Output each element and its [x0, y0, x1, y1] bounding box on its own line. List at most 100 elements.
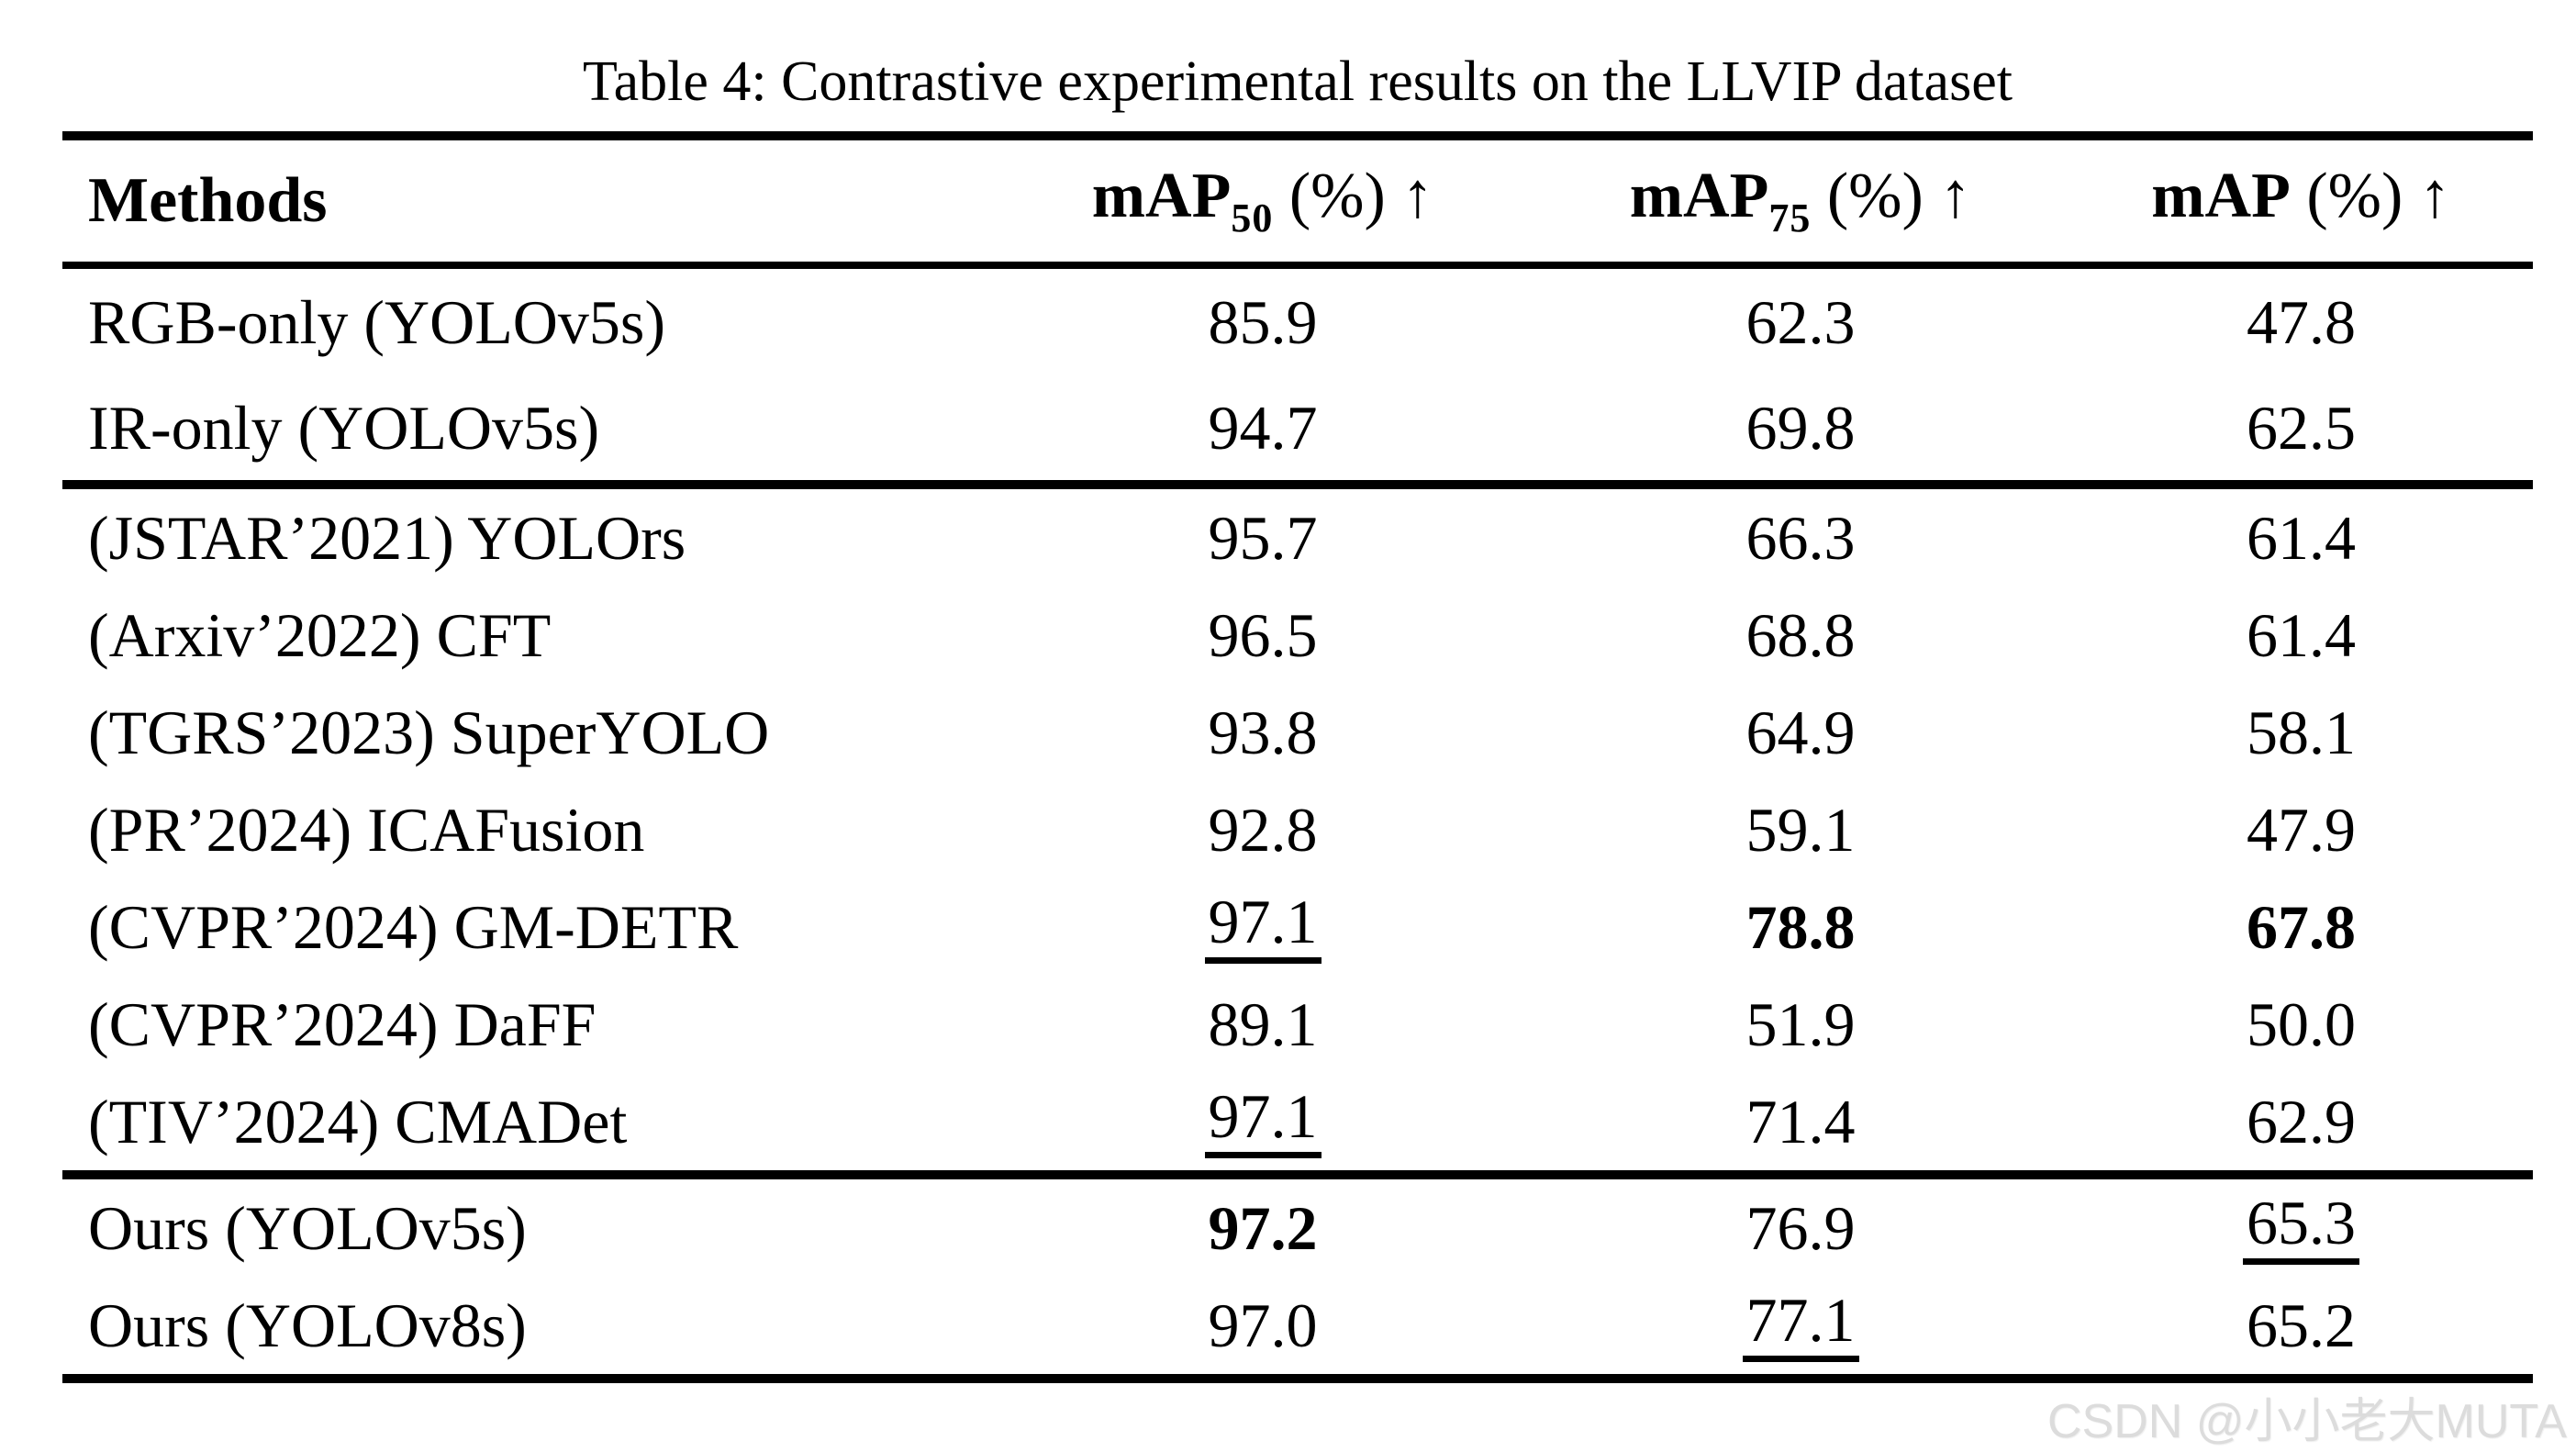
group-sota: (JSTAR’2021) YOLOrs 95.7 66.3 61.4 (Arxi…: [62, 485, 2533, 1175]
metric-value: 66.3: [1745, 503, 1856, 573]
metric-value: 51.9: [1745, 989, 1856, 1059]
metric-value: 89.1: [1208, 989, 1318, 1059]
metric-cell: 47.8: [2069, 265, 2533, 374]
metric-cell: 96.5: [994, 586, 1532, 684]
metric-cell: 61.4: [2069, 485, 2533, 586]
metric-cell: 71.4: [1532, 1073, 2069, 1175]
metric-value: 62.5: [2247, 392, 2356, 463]
table-row: RGB-only (YOLOv5s) 85.9 62.3 47.8: [62, 265, 2533, 374]
method-name: (JSTAR’2021) YOLOrs: [88, 503, 686, 573]
metric-value: 65.2: [2247, 1290, 2356, 1360]
metric-cell: 50.0: [2069, 976, 2533, 1073]
table-caption: Table 4: Contrastive experimental result…: [583, 50, 2013, 113]
metric-value: 64.9: [1745, 698, 1856, 767]
method-name: (CVPR’2024) GM-DETR: [88, 892, 739, 962]
results-table: Methods mAP50 (%) ↑ mAP75 (%) ↑ mAP (%) …: [62, 131, 2533, 1383]
metric-value: 97.0: [1208, 1290, 1318, 1360]
metric-cell: 65.3: [2069, 1175, 2533, 1277]
header-map-unit-arrow: (%) ↑: [2290, 160, 2451, 231]
header-map75: mAP75 (%) ↑: [1532, 136, 2069, 269]
header-map50-subscript: 50: [1231, 195, 1274, 240]
metric-cell: 85.9: [994, 265, 1532, 374]
metric-cell: 77.1: [1532, 1277, 2069, 1379]
method-name: (CVPR’2024) DaFF: [88, 989, 597, 1059]
method-name: Ours (YOLOv5s): [88, 1193, 527, 1263]
metric-value: 71.4: [1745, 1087, 1856, 1156]
metric-value: 47.8: [2247, 286, 2356, 357]
metric-value: 76.9: [1745, 1193, 1856, 1263]
metric-cell: 76.9: [1532, 1175, 2069, 1277]
method-name: (PR’2024) ICAFusion: [88, 795, 645, 865]
metric-value: 78.8: [1745, 892, 1856, 962]
method-name: (Arxiv’2022) CFT: [88, 600, 552, 670]
method-name: (TGRS’2023) SuperYOLO: [88, 698, 770, 767]
header-map75-subscript: 75: [1768, 195, 1812, 240]
group-ours: Ours (YOLOv5s) 97.2 76.9 65.3 Ours (YOLO…: [62, 1175, 2533, 1379]
header-map50-base: mAP: [1091, 160, 1232, 231]
metric-value: 58.1: [2247, 698, 2356, 767]
metric-value: 50.0: [2247, 989, 2356, 1059]
table-row: Ours (YOLOv8s) 97.0 77.1 65.2: [62, 1277, 2533, 1379]
table-row: (JSTAR’2021) YOLOrs 95.7 66.3 61.4: [62, 485, 2533, 586]
metric-cell: 62.3: [1532, 265, 2069, 374]
metric-cell: 59.1: [1532, 781, 2069, 878]
metric-cell: 94.7: [994, 374, 1532, 485]
table-row: (CVPR’2024) GM-DETR 97.1 78.8 67.8: [62, 878, 2533, 976]
metric-value: 97.2: [1208, 1193, 1318, 1263]
method-name: Ours (YOLOv8s): [88, 1290, 527, 1360]
method-name: RGB-only (YOLOv5s): [88, 286, 665, 357]
header-row: Methods mAP50 (%) ↑ mAP75 (%) ↑ mAP (%) …: [62, 136, 2533, 269]
metric-value: 69.8: [1745, 392, 1856, 463]
metric-cell: 58.1: [2069, 684, 2533, 781]
metric-cell: 97.2: [994, 1175, 1532, 1277]
header-methods: Methods: [62, 136, 994, 269]
metric-cell: 66.3: [1532, 485, 2069, 586]
metric-cell: 62.5: [2069, 374, 2533, 485]
table-row: (TIV’2024) CMADet 97.1 71.4 62.9: [62, 1073, 2533, 1175]
metric-value: 92.8: [1208, 795, 1318, 865]
metric-value: 93.8: [1208, 698, 1318, 767]
metric-value: 67.8: [2247, 892, 2356, 962]
metric-cell: 95.7: [994, 485, 1532, 586]
metric-cell: 97.1: [994, 1073, 1532, 1175]
metric-value: 62.9: [2247, 1087, 2356, 1156]
header-map-base: mAP: [2151, 160, 2291, 231]
metric-value: 97.1: [1204, 1085, 1321, 1158]
metric-value: 77.1: [1742, 1289, 1859, 1362]
metric-cell: 68.8: [1532, 586, 2069, 684]
metric-cell: 97.0: [994, 1277, 1532, 1379]
table-row: (CVPR’2024) DaFF 89.1 51.9 50.0: [62, 976, 2533, 1073]
table-row: IR-only (YOLOv5s) 94.7 69.8 62.5: [62, 374, 2533, 485]
metric-value: 61.4: [2247, 600, 2356, 670]
table-header: Methods mAP50 (%) ↑ mAP75 (%) ↑ mAP (%) …: [62, 136, 2533, 269]
metric-cell: 89.1: [994, 976, 1532, 1073]
method-name: IR-only (YOLOv5s): [88, 392, 600, 463]
metric-value: 61.4: [2247, 503, 2356, 573]
metric-cell: 97.1: [994, 878, 1532, 976]
metric-cell: 51.9: [1532, 976, 2069, 1073]
table-row: Ours (YOLOv5s) 97.2 76.9 65.3: [62, 1175, 2533, 1277]
metric-cell: 62.9: [2069, 1073, 2533, 1175]
metric-value: 65.3: [2243, 1191, 2359, 1265]
metric-cell: 78.8: [1532, 878, 2069, 976]
metric-cell: 67.8: [2069, 878, 2533, 976]
method-name: (TIV’2024) CMADet: [88, 1087, 628, 1156]
metric-value: 85.9: [1208, 286, 1318, 357]
group-baselines: RGB-only (YOLOv5s) 85.9 62.3 47.8 IR-onl…: [62, 265, 2533, 485]
metric-value: 96.5: [1208, 600, 1318, 670]
csdn-watermark: CSDN @小小老大MUTA: [2046, 1395, 2567, 1448]
header-map50: mAP50 (%) ↑: [994, 136, 1532, 269]
metric-cell: 93.8: [994, 684, 1532, 781]
metric-value: 62.3: [1745, 286, 1856, 357]
table-row: (PR’2024) ICAFusion 92.8 59.1 47.9: [62, 781, 2533, 878]
metric-value: 68.8: [1745, 600, 1856, 670]
header-map75-base: mAP: [1629, 160, 1769, 231]
metric-cell: 65.2: [2069, 1277, 2533, 1379]
metric-cell: 47.9: [2069, 781, 2533, 878]
metric-value: 47.9: [2247, 795, 2356, 865]
metric-cell: 69.8: [1532, 374, 2069, 485]
table-row: (Arxiv’2022) CFT 96.5 68.8 61.4: [62, 586, 2533, 684]
metric-value: 95.7: [1208, 503, 1318, 573]
metric-cell: 92.8: [994, 781, 1532, 878]
header-map: mAP (%) ↑: [2069, 136, 2533, 269]
